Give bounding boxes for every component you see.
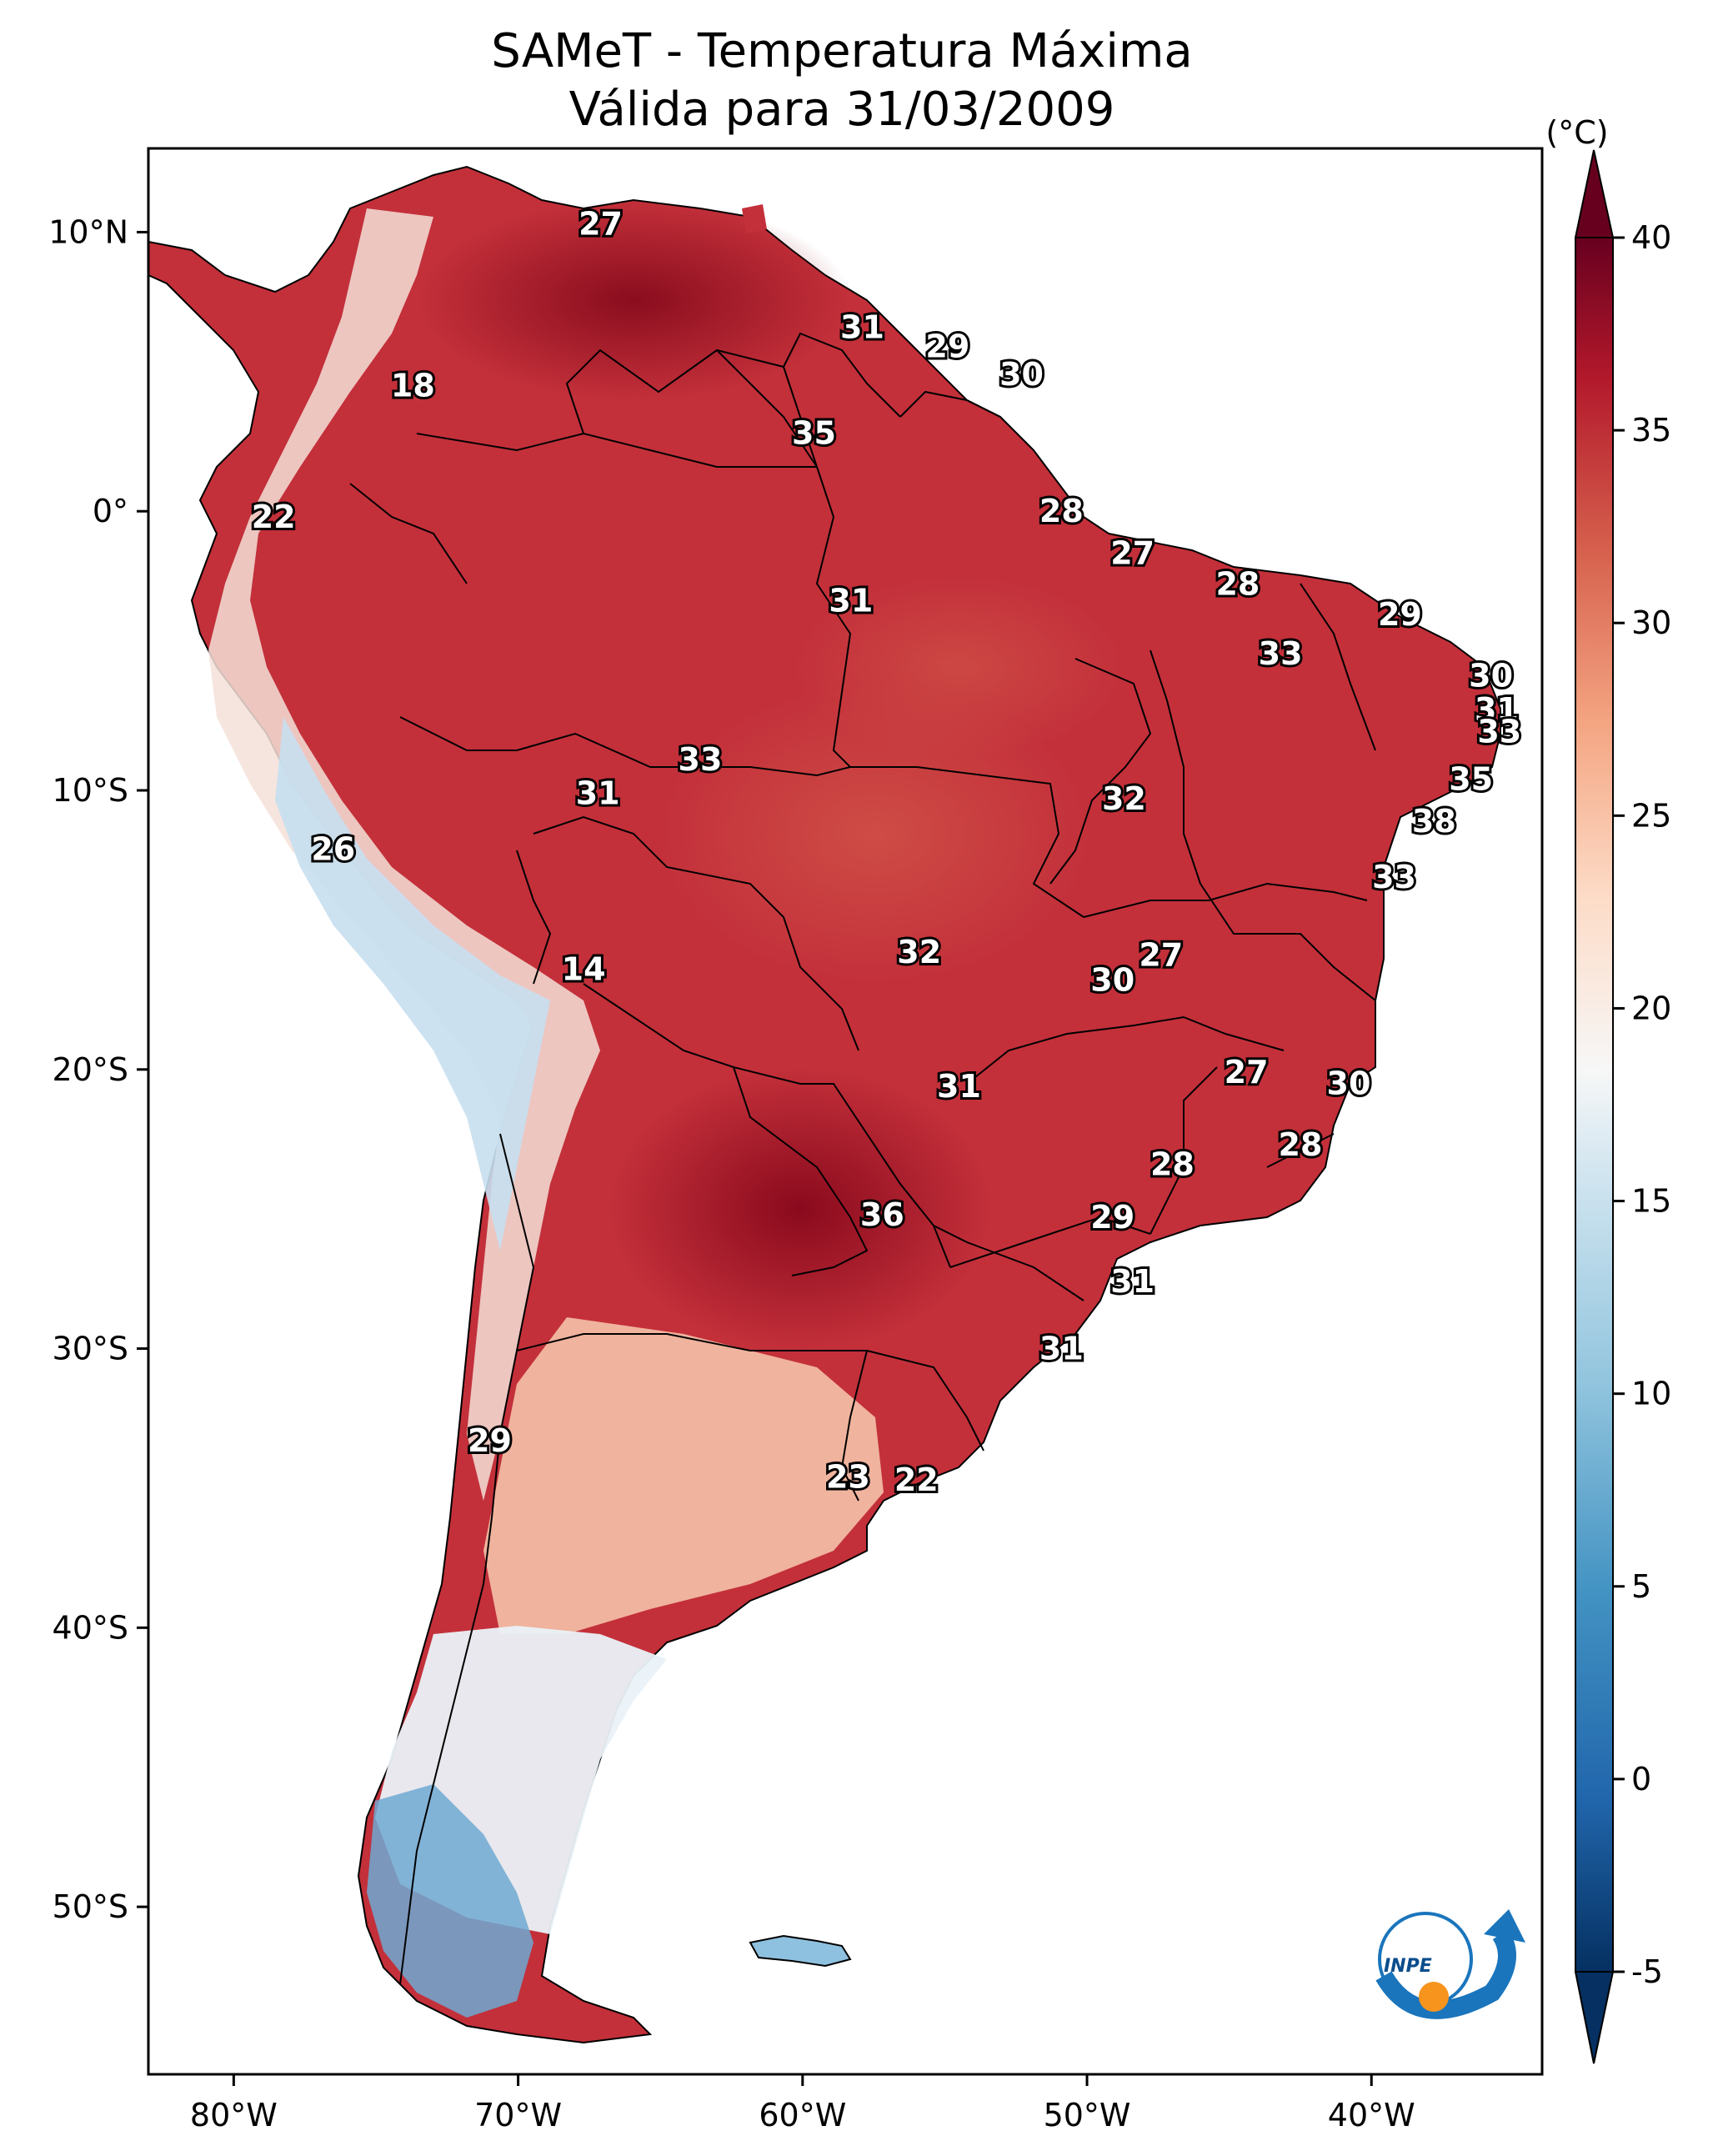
temperature-label: 18 xyxy=(391,368,435,404)
temperature-label: 29 xyxy=(1090,1199,1134,1236)
x-tick-label: 40°W xyxy=(1328,2097,1415,2133)
map-title-line1: SAMeT - Temperatura Máxima xyxy=(491,24,1193,78)
y-tick-label: 40°S xyxy=(53,1609,128,1646)
hot-zone-chaco xyxy=(609,1067,992,1351)
y-tick-label: 20°S xyxy=(53,1051,128,1088)
colorbar-tick-label: 30 xyxy=(1631,604,1671,641)
map-title-line2: Válida para 31/03/2009 xyxy=(569,83,1115,137)
temperature-label: 31 xyxy=(937,1068,981,1105)
temperature-label: 27 xyxy=(1139,937,1183,974)
temperature-label: 30 xyxy=(1327,1065,1371,1102)
pampas-warm-region xyxy=(483,1317,884,1634)
colorbar-unit: (°C) xyxy=(1545,114,1608,151)
temperature-label: 35 xyxy=(1449,761,1493,798)
temperature-label: 31 xyxy=(840,308,884,345)
inpe-logo-dot xyxy=(1419,1982,1449,2012)
temperature-label: 35 xyxy=(792,414,836,451)
temperature-label: 33 xyxy=(1372,859,1416,895)
y-tick-label: 0° xyxy=(93,493,128,529)
x-tick-label: 70°W xyxy=(474,2097,562,2133)
caribbean-islands xyxy=(742,204,767,233)
y-tick-label: 10°N xyxy=(48,213,128,250)
inpe-logo-text: INPE xyxy=(1384,1956,1432,1977)
temperature-label: 30 xyxy=(999,356,1044,393)
temperature-label: 27 xyxy=(579,205,623,242)
temperature-label: 27 xyxy=(1110,534,1155,571)
temperature-label: 28 xyxy=(1279,1126,1323,1163)
temperature-label: 28 xyxy=(1215,565,1260,602)
x-axis-ticks: 80°W 70°W 60°W 50°W 40°W xyxy=(190,2074,1415,2133)
colorbar-extend-bottom xyxy=(1574,1971,1615,2064)
y-tick-label: 30°S xyxy=(53,1331,128,1367)
hot-zone-north xyxy=(417,200,850,400)
inpe-logo-arrow-head xyxy=(1484,1909,1525,1943)
x-tick-label: 80°W xyxy=(190,2097,278,2133)
temperature-label: 22 xyxy=(894,1462,939,1498)
patagonia-cold-region xyxy=(367,1784,533,2018)
temperature-label: 33 xyxy=(679,741,723,778)
x-tick-label: 50°W xyxy=(1044,2097,1131,2133)
temperature-label: 33 xyxy=(1477,714,1521,750)
colorbar-tick-label: 35 xyxy=(1631,412,1671,449)
temperature-label: 14 xyxy=(562,950,606,987)
temperature-label: 28 xyxy=(1039,493,1084,529)
temperature-label: 29 xyxy=(925,328,969,365)
temperature-label: 32 xyxy=(897,934,941,970)
inpe-logo: INPE xyxy=(1375,1909,1525,2019)
temperature-label: 29 xyxy=(1378,596,1422,633)
temperature-label: 26 xyxy=(311,830,355,867)
y-tick-label: 50°S xyxy=(53,1888,128,1925)
temperature-label: 27 xyxy=(1225,1054,1269,1091)
warm-zone-central xyxy=(659,684,1092,984)
temperature-label: 31 xyxy=(1110,1263,1155,1300)
colorbar-tick-label: 40 xyxy=(1631,219,1671,256)
colorbar: (°C) -5 0 5 10 15 20 25 30 35 40 xyxy=(1545,114,1671,2064)
temperature-label: 31 xyxy=(576,775,620,811)
temperature-label: 22 xyxy=(252,499,296,535)
temperature-label: 23 xyxy=(826,1459,870,1496)
x-tick-label: 60°W xyxy=(759,2097,846,2133)
temperature-label: 30 xyxy=(1090,962,1134,999)
country-borders xyxy=(349,332,1376,1985)
temperature-label: 36 xyxy=(860,1196,904,1233)
y-tick-label: 10°S xyxy=(53,772,128,809)
warm-zone-mato-grosso xyxy=(792,575,1125,759)
temperature-label: 29 xyxy=(468,1422,512,1459)
colorbar-tick-label: 15 xyxy=(1631,1183,1671,1220)
colorbar-tick-label: 0 xyxy=(1631,1761,1651,1798)
colorbar-tick-label: 10 xyxy=(1631,1376,1671,1412)
y-axis-ticks: 10°N 0° 10°S 20°S 30°S 40°S 50°S xyxy=(48,213,148,1925)
colorbar-tick-label: 25 xyxy=(1631,797,1671,834)
colorbar-tick-label: 20 xyxy=(1631,990,1671,1026)
temperature-label: 33 xyxy=(1259,635,1303,672)
temperature-label: 28 xyxy=(1150,1146,1195,1183)
colorbar-ticks: -5 0 5 10 15 20 25 30 35 40 xyxy=(1613,219,1671,1990)
temperature-label: 32 xyxy=(1102,780,1146,817)
colorbar-extend-top xyxy=(1574,149,1615,238)
temperature-label: 31 xyxy=(1475,691,1519,728)
map-frame xyxy=(147,147,1544,2076)
temperature-label: 31 xyxy=(1039,1331,1084,1367)
temperature-label: 30 xyxy=(1469,658,1513,694)
colorbar-tick-label: 5 xyxy=(1631,1568,1651,1605)
andes-cold-core xyxy=(275,717,550,1251)
falkland-islands xyxy=(749,1934,852,1968)
colorbar-outline xyxy=(1575,237,1614,1973)
temperature-label: 31 xyxy=(829,582,873,619)
temperature-label: 38 xyxy=(1412,803,1456,840)
colorbar-gradient xyxy=(1575,238,1613,1972)
colorbar-tick-label: -5 xyxy=(1631,1953,1663,1990)
